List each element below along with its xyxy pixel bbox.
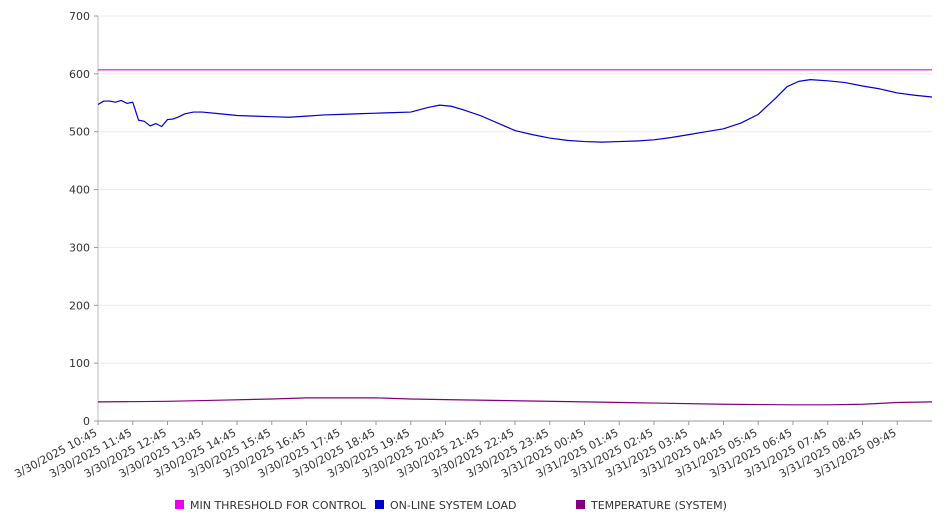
series-lines (97, 69, 933, 406)
y-tick-label: 100 (69, 357, 90, 370)
series-line-temperature-system (97, 397, 933, 406)
legend: MIN THRESHOLD FOR CONTROL ON-LINE SYSTEM … (175, 499, 727, 512)
x-axis-ticks: 3/30/2025 10:453/30/2025 11:453/30/2025 … (12, 421, 899, 481)
legend-swatch (576, 500, 585, 509)
y-tick-label: 200 (69, 299, 90, 312)
legend-label: ON-LINE SYSTEM LOAD (390, 499, 516, 512)
y-tick-label: 0 (83, 415, 90, 428)
legend-label: TEMPERATURE (SYSTEM) (590, 499, 727, 512)
y-tick-label: 700 (69, 10, 90, 23)
y-tick-label: 400 (69, 184, 90, 197)
legend-swatch (175, 500, 184, 509)
y-tick-label: 300 (69, 241, 90, 254)
y-axis-ticks: 0 100 200 300 400 500 600 700 (69, 10, 98, 428)
y-tick-label: 500 (69, 126, 90, 139)
legend-swatch (375, 500, 384, 509)
y-tick-label: 600 (69, 68, 90, 81)
gridlines (98, 15, 932, 364)
series-line-on-line-system-load (97, 79, 933, 143)
legend-label: MIN THRESHOLD FOR CONTROL (190, 499, 367, 512)
axes (97, 16, 932, 422)
